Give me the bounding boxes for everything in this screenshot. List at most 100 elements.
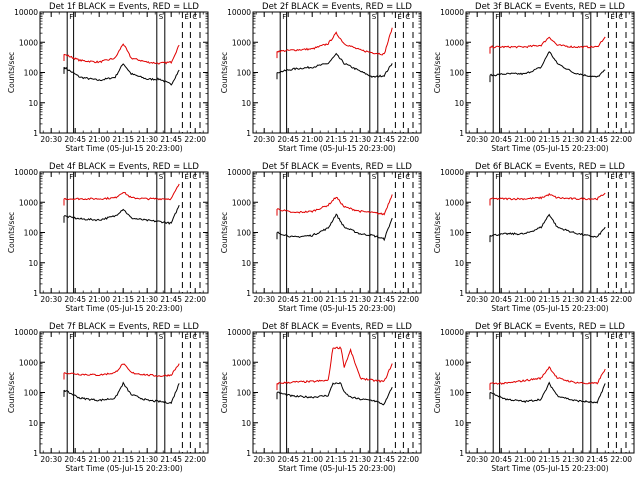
panel-title: Det 7f BLACK = Events, RED = LLD bbox=[49, 322, 199, 332]
y-tick-label: 1000 bbox=[445, 38, 464, 47]
x-tick-label: 21:00 bbox=[514, 455, 536, 464]
marker-letter: F bbox=[69, 333, 73, 341]
y-tick-label: 10000 bbox=[227, 328, 251, 337]
marker-letter: S bbox=[372, 13, 377, 21]
y-tick-label: 10000 bbox=[440, 168, 464, 177]
x-tick-label: 21:45 bbox=[373, 295, 395, 304]
x-tick-label: 22:00 bbox=[610, 135, 632, 144]
y-tick-label: 1 bbox=[33, 289, 38, 298]
marker-letter: E bbox=[397, 13, 401, 21]
y-tick-label: 1 bbox=[459, 289, 464, 298]
events-series-line bbox=[276, 213, 393, 242]
marker-letter: F bbox=[69, 13, 73, 21]
x-tick-label: 21:45 bbox=[373, 135, 395, 144]
x-tick-label: 20:30 bbox=[40, 295, 62, 304]
panel-title: Det 9f BLACK = Events, RED = LLD bbox=[475, 322, 625, 332]
y-axis-label: Counts/sec bbox=[7, 372, 16, 413]
marker-letter: C bbox=[405, 173, 410, 181]
y-tick-label: 10000 bbox=[14, 8, 38, 17]
x-tick-label: 21:00 bbox=[301, 295, 323, 304]
x-tick-label: 21:30 bbox=[136, 295, 158, 304]
y-axis-label: Counts/sec bbox=[220, 372, 229, 413]
marker-letter: S bbox=[159, 333, 164, 341]
panel-8: Det 8f BLACK = Events, RED = LLD 1 10 100 10… bbox=[220, 322, 422, 473]
y-tick-label: 10000 bbox=[440, 8, 464, 17]
marker-letter: F bbox=[69, 173, 73, 181]
y-tick-label: 1 bbox=[459, 449, 464, 458]
x-tick-label: 21:15 bbox=[112, 455, 134, 464]
x-tick-label: 21:00 bbox=[301, 135, 323, 144]
lld-series-line bbox=[489, 366, 606, 385]
marker-letter: E bbox=[610, 173, 614, 181]
x-tick-label: 21:00 bbox=[88, 455, 110, 464]
marker-letter: S bbox=[585, 333, 590, 341]
x-tick-label: 21:15 bbox=[538, 295, 560, 304]
marker-letter: F bbox=[495, 333, 499, 341]
y-axis-label: Counts/sec bbox=[7, 212, 16, 253]
panel-4: Det 4f BLACK = Events, RED = LLD 1 10 100 10… bbox=[7, 162, 209, 313]
marker-letter: E bbox=[184, 173, 188, 181]
panel-6: Det 6f BLACK = Events, RED = LLD 1 10 100 10… bbox=[433, 162, 635, 313]
x-tick-label: 21:00 bbox=[88, 135, 110, 144]
marker-letter: C bbox=[618, 13, 623, 21]
lld-series-line bbox=[63, 363, 180, 378]
lld-series-line bbox=[276, 27, 393, 56]
marker-letter: S bbox=[585, 173, 590, 181]
marker-letter: C bbox=[405, 13, 410, 21]
x-axis-label: Start Time (05-Jul-15 20:23:00) bbox=[65, 144, 182, 153]
y-tick-label: 1 bbox=[246, 129, 251, 138]
y-axis-label: Counts/sec bbox=[433, 372, 442, 413]
x-tick-label: 20:45 bbox=[64, 295, 86, 304]
marker-letter: F bbox=[282, 333, 286, 341]
marker-letter: E bbox=[397, 173, 401, 181]
x-tick-label: 22:00 bbox=[610, 455, 632, 464]
x-tick-label: 21:15 bbox=[325, 295, 347, 304]
x-tick-label: 20:45 bbox=[64, 135, 86, 144]
x-axis-label: Start Time (05-Jul-15 20:23:00) bbox=[491, 464, 608, 473]
marker-letter: F bbox=[495, 13, 499, 21]
y-tick-label: 10 bbox=[241, 99, 251, 108]
y-axis-label: Counts/sec bbox=[433, 52, 442, 93]
panel-1: Det 1f BLACK = Events, RED = LLD 1 10 100 10… bbox=[7, 2, 209, 153]
events-series-line bbox=[276, 381, 393, 406]
y-tick-label: 100 bbox=[24, 229, 39, 238]
panel-7: Det 7f BLACK = Events, RED = LLD 1 10 100 10… bbox=[7, 322, 209, 473]
x-tick-label: 21:15 bbox=[538, 135, 560, 144]
events-series-line bbox=[63, 63, 180, 86]
x-tick-label: 22:00 bbox=[610, 295, 632, 304]
x-tick-label: 22:00 bbox=[184, 295, 206, 304]
x-axis-label: Start Time (05-Jul-15 20:23:00) bbox=[491, 144, 608, 153]
x-tick-label: 21:00 bbox=[88, 295, 110, 304]
y-tick-label: 1000 bbox=[445, 198, 464, 207]
marker-letter: C bbox=[192, 173, 197, 181]
y-tick-label: 10 bbox=[454, 259, 464, 268]
y-tick-label: 1 bbox=[246, 289, 251, 298]
x-tick-label: 21:15 bbox=[538, 455, 560, 464]
x-tick-label: 20:30 bbox=[466, 135, 488, 144]
x-tick-label: 21:45 bbox=[586, 135, 608, 144]
y-tick-label: 1 bbox=[33, 129, 38, 138]
x-tick-label: 20:45 bbox=[277, 295, 299, 304]
x-axis-label: Start Time (05-Jul-15 20:23:00) bbox=[278, 464, 395, 473]
x-tick-label: 22:00 bbox=[184, 455, 206, 464]
y-tick-label: 1000 bbox=[19, 38, 38, 47]
x-tick-label: 21:45 bbox=[160, 455, 182, 464]
marker-letter: S bbox=[372, 173, 377, 181]
x-tick-label: 21:30 bbox=[562, 135, 584, 144]
x-tick-label: 21:15 bbox=[325, 455, 347, 464]
x-tick-label: 21:00 bbox=[514, 295, 536, 304]
marker-letter: C bbox=[618, 333, 623, 341]
lld-series-line bbox=[276, 194, 393, 216]
panel-title: Det 6f BLACK = Events, RED = LLD bbox=[475, 162, 625, 172]
y-tick-label: 10000 bbox=[227, 168, 251, 177]
marker-letter: F bbox=[495, 173, 499, 181]
marker-letter: C bbox=[192, 13, 197, 21]
panel-title: Det 3f BLACK = Events, RED = LLD bbox=[475, 2, 625, 12]
events-series-line bbox=[63, 381, 180, 405]
x-tick-label: 21:15 bbox=[112, 135, 134, 144]
x-tick-label: 20:30 bbox=[466, 295, 488, 304]
x-axis-label: Start Time (05-Jul-15 20:23:00) bbox=[491, 304, 608, 313]
y-tick-label: 100 bbox=[24, 69, 39, 78]
x-tick-label: 21:45 bbox=[373, 455, 395, 464]
x-tick-label: 21:15 bbox=[112, 295, 134, 304]
